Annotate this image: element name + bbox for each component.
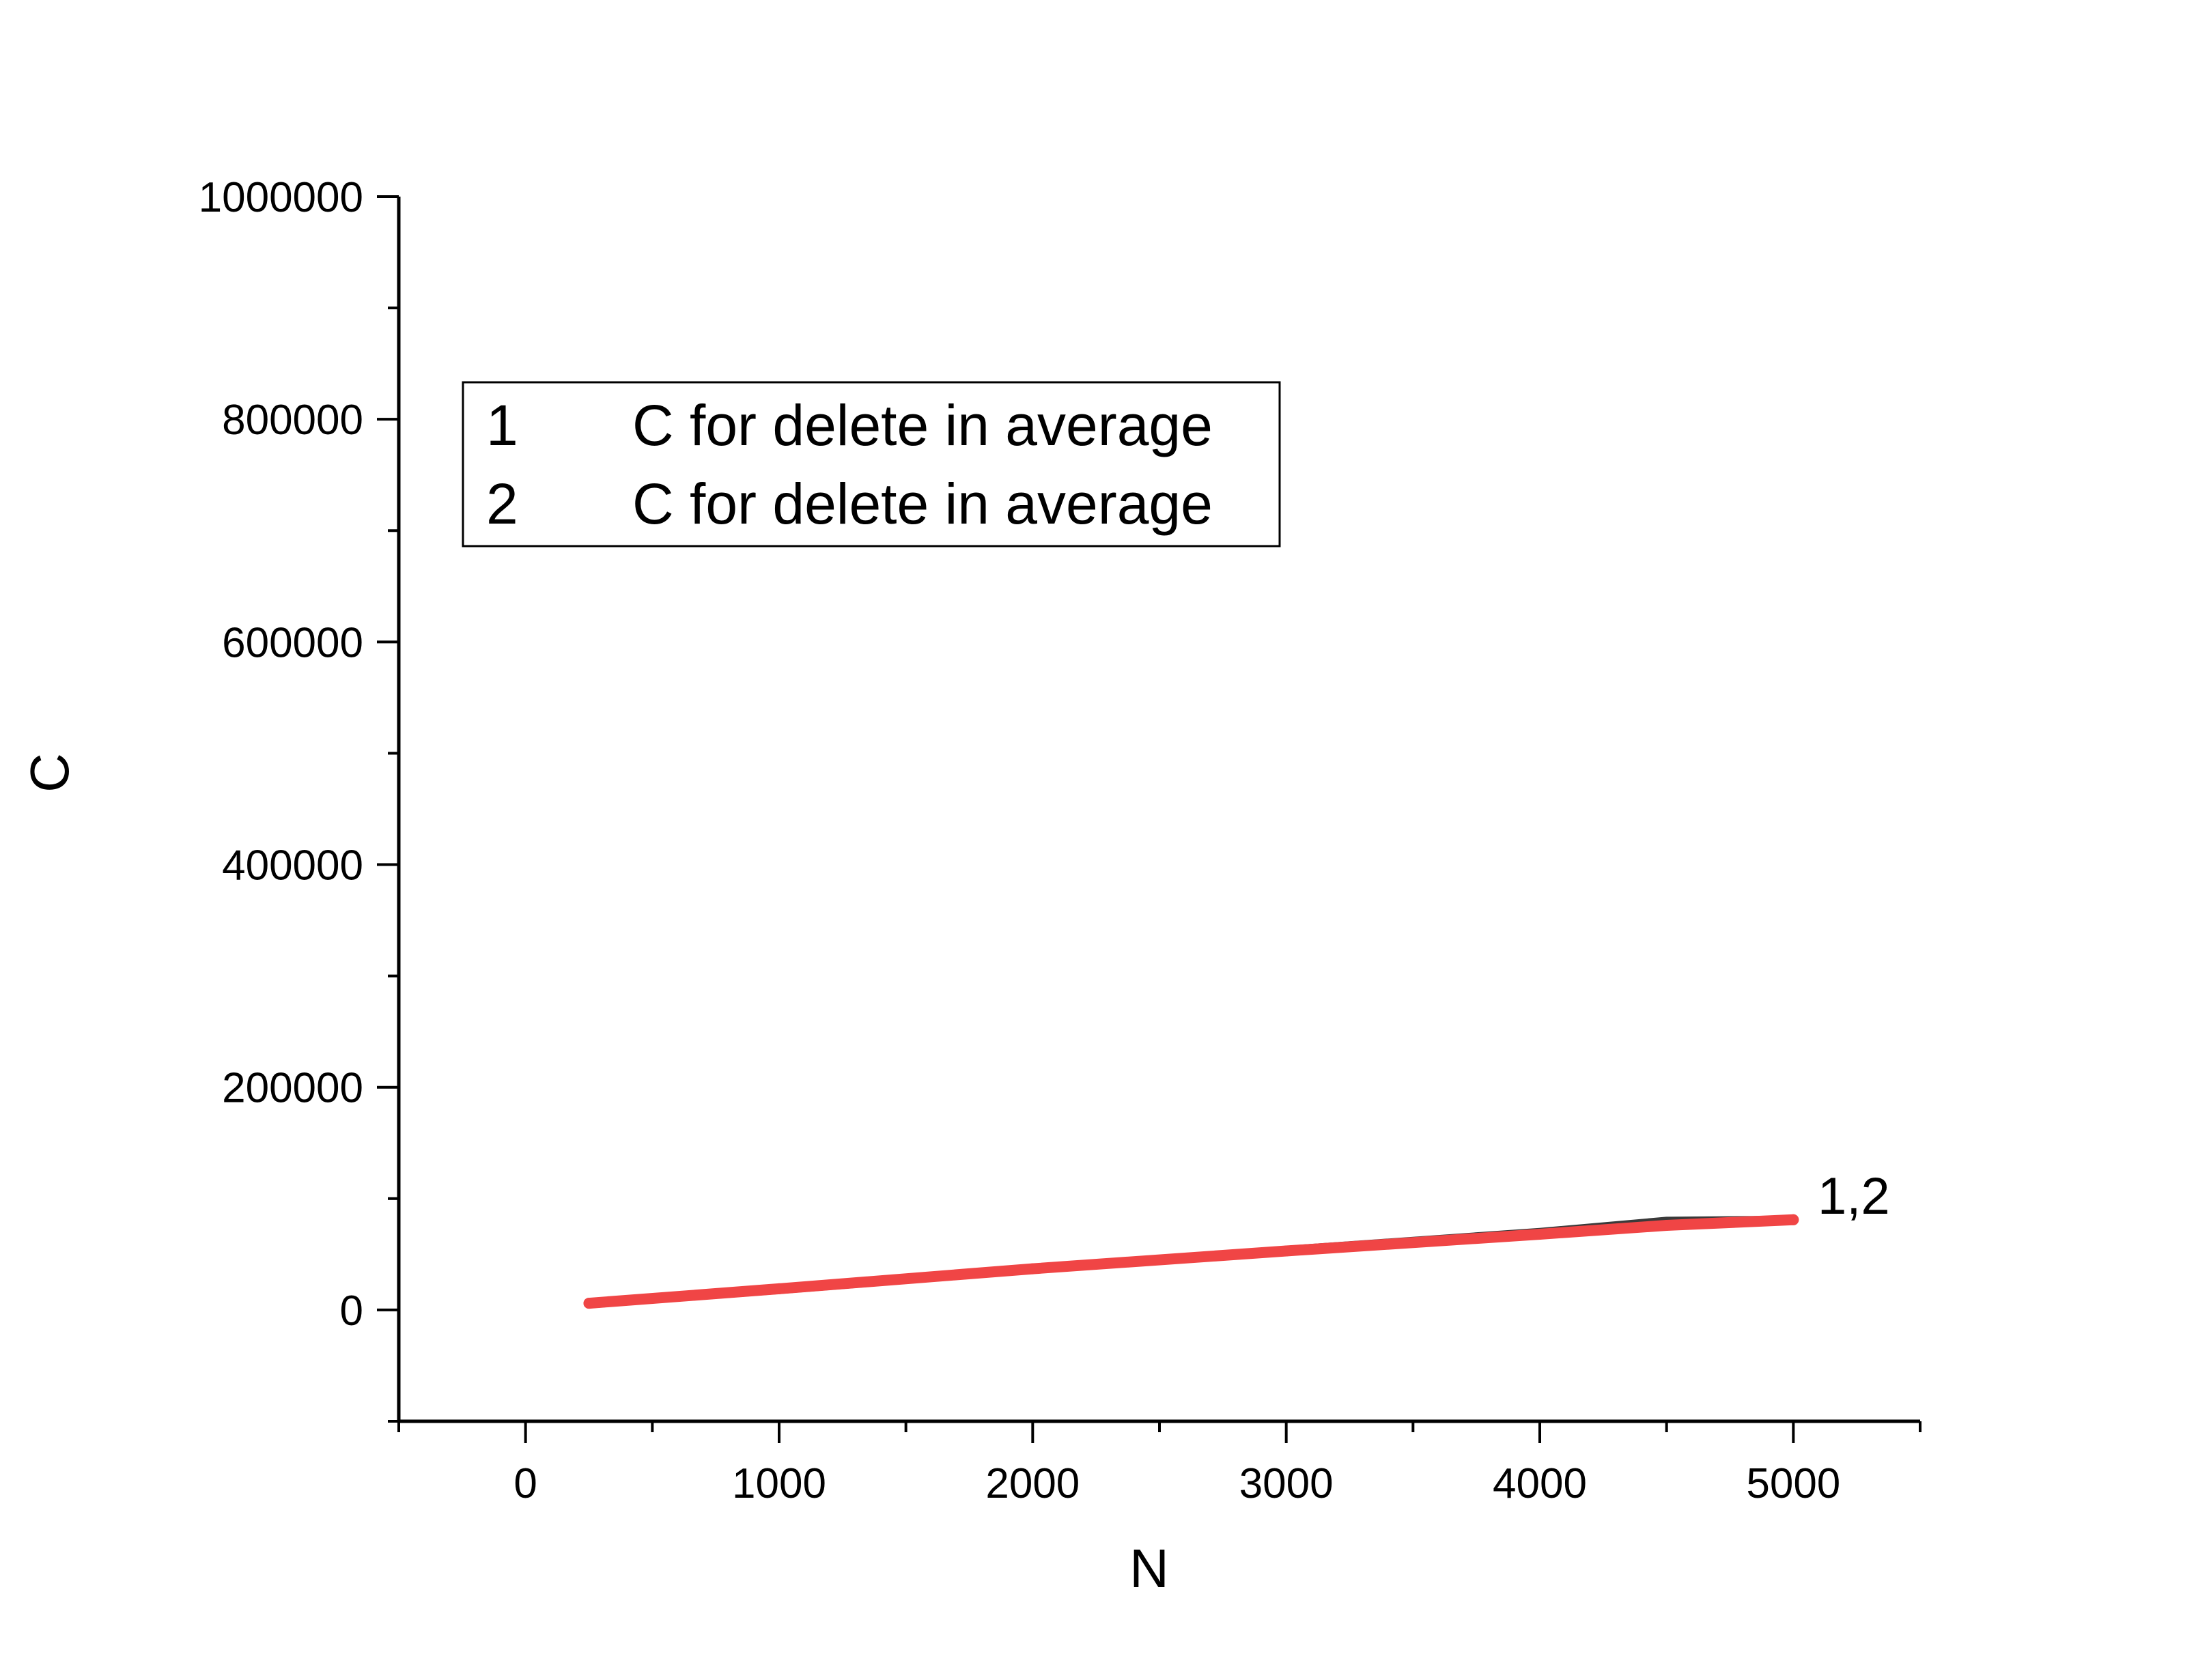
series-2-point bbox=[1027, 1263, 1039, 1275]
x-tick-label: 0 bbox=[513, 1460, 537, 1507]
y-tick-label: 600000 bbox=[222, 619, 363, 666]
series-layer bbox=[583, 1214, 1799, 1309]
x-axis-title: N bbox=[1129, 1538, 1169, 1599]
series-2-point bbox=[1661, 1219, 1672, 1231]
x-tick-label: 5000 bbox=[1746, 1460, 1840, 1507]
series-2-point bbox=[1788, 1214, 1799, 1225]
series-2-line bbox=[583, 1214, 1799, 1309]
legend-entry-2-label: C for delete in average bbox=[632, 472, 1213, 536]
x-tick-label: 2000 bbox=[985, 1460, 1080, 1507]
legend-frame bbox=[462, 381, 1281, 547]
legend-entry-1-label: C for delete in average bbox=[632, 393, 1213, 457]
y-tick-label: 800000 bbox=[222, 397, 363, 444]
y-tick-label: 200000 bbox=[222, 1065, 363, 1112]
legend-entry-1-index: 1 bbox=[486, 393, 518, 457]
series-2-point bbox=[583, 1298, 595, 1309]
series-annotation: 1,2 bbox=[1818, 1167, 1890, 1225]
y-axis: 0 200000 400000 600000 800000 1000000 bbox=[199, 174, 401, 1423]
legend: 1 C for delete in average 2 C for delete… bbox=[462, 381, 1281, 547]
series-2-point bbox=[774, 1283, 785, 1294]
x-axis: 0 1000 2000 3000 4000 5000 bbox=[397, 1419, 1922, 1507]
series-2-point bbox=[1534, 1229, 1545, 1240]
x-tick-label: 1000 bbox=[732, 1460, 826, 1507]
y-axis-title: C bbox=[19, 753, 80, 793]
series-2-point bbox=[1280, 1245, 1292, 1257]
legend-entry-2-index: 2 bbox=[486, 472, 518, 536]
y-tick-label: 1000000 bbox=[199, 174, 363, 221]
y-tick-label: 400000 bbox=[222, 842, 363, 889]
x-tick-label: 4000 bbox=[1493, 1460, 1587, 1507]
x-tick-label: 3000 bbox=[1239, 1460, 1334, 1507]
y-tick-label: 0 bbox=[340, 1287, 363, 1335]
